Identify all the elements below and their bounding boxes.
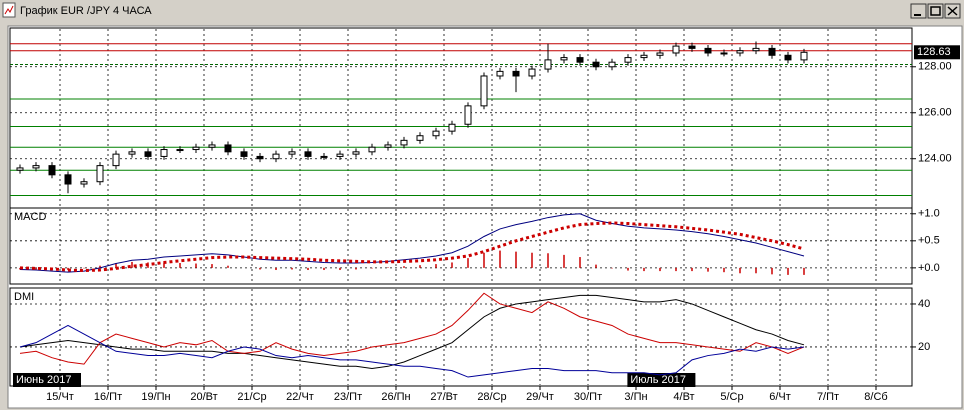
plot: 124.00 126.00 128.00 +0.0 +0.5 +1.0 MACD 20 40 DM… (9, 27, 960, 403)
x-tick-label: 8/Сб (864, 391, 887, 403)
series-line (19, 294, 805, 369)
x-tick-label: 27/Вт (430, 391, 457, 403)
series-line (19, 221, 805, 273)
candle-body (96, 165, 104, 183)
candle-body (736, 50, 744, 54)
candle-body (160, 149, 168, 157)
series-line (19, 292, 805, 365)
candle-body (144, 151, 152, 157)
candle-body (320, 155, 328, 158)
candle-body (416, 135, 424, 141)
x-tick-label: 21/Ср (237, 391, 266, 403)
candle-body (304, 151, 312, 157)
candle-body (48, 165, 56, 176)
x-tick-label: 29/Чт (526, 391, 554, 403)
panel-frame (9, 207, 913, 285)
candle-body (336, 153, 344, 157)
candle-body (720, 52, 728, 55)
candle-body (32, 165, 40, 169)
candle-body (352, 151, 360, 155)
candle-body (784, 54, 792, 61)
window-title: График EUR /JPY 4 ЧАСА (20, 5, 152, 17)
candle-body (640, 54, 648, 59)
candle-body (112, 153, 120, 167)
y-tick-label: +1.0 (918, 208, 940, 220)
y-tick-label: +0.0 (918, 262, 940, 274)
candle-body (64, 174, 72, 185)
y-tick-label: 128.00 (918, 61, 952, 73)
candle-body (224, 144, 232, 153)
candle-body (672, 45, 680, 54)
candle-body (208, 144, 216, 148)
candle-body (288, 151, 296, 155)
candle-body (512, 70, 520, 77)
candle-body (16, 167, 24, 171)
x-tick-label: 6/Чт (769, 391, 791, 403)
x-tick-label: 7/Пт (817, 391, 839, 403)
x-tick-label: 26/Пн (381, 391, 410, 403)
month-label: Июнь 2017 (16, 374, 72, 386)
month-box (627, 373, 696, 387)
y-tick-label: 20 (918, 341, 930, 353)
candle-body (496, 70, 504, 77)
panel-label: DMI (14, 291, 34, 303)
candle-body (128, 151, 136, 155)
candle-body (608, 61, 616, 68)
month-box (13, 373, 81, 387)
y-tick-label: 126.00 (918, 107, 952, 119)
x-tick-label: 22/Чт (286, 391, 314, 403)
candle-body (192, 146, 200, 151)
candle-body (272, 153, 280, 160)
candle-body (368, 146, 376, 153)
candle-body (688, 45, 696, 49)
y-tick-label: 40 (918, 298, 930, 310)
candle-body (384, 144, 392, 148)
x-tick-label: 15/Чт (46, 391, 74, 403)
candle-body (464, 105, 472, 125)
x-tick-label: 28/Ср (477, 391, 506, 403)
candle-body (592, 61, 600, 68)
candle-body (80, 181, 88, 185)
y-tick-label: 124.00 (918, 153, 952, 165)
series-line (19, 213, 805, 273)
candle-body (176, 149, 184, 152)
candle-body (800, 51, 808, 61)
x-tick-label: 4/Вт (673, 391, 694, 403)
month-label: Июль 2017 (630, 374, 686, 386)
x-tick-label: 5/Ср (720, 391, 743, 403)
window-buttons[interactable] (910, 3, 961, 19)
candle-body (768, 47, 776, 56)
candle-body (448, 123, 456, 132)
x-tick-label: 19/Пн (141, 391, 170, 403)
x-tick-label: 20/Вт (190, 391, 217, 403)
candle-body (752, 47, 760, 52)
x-tick-label: 30/Пт (574, 391, 602, 403)
y-tick-label: +0.5 (918, 235, 940, 247)
series-line (19, 324, 805, 378)
panel-label: MACD (14, 211, 46, 223)
panel-frame (9, 287, 913, 387)
candle-body (480, 75, 488, 107)
candle-body (624, 57, 632, 63)
candle-body (432, 130, 440, 137)
last-price-label: 128.63 (917, 46, 951, 58)
last-price-box (914, 45, 960, 60)
candle-body (576, 57, 584, 63)
candle-body (656, 52, 664, 56)
maximize-glyph (930, 6, 941, 16)
candle-body (544, 59, 552, 70)
candle-body (560, 57, 568, 61)
x-tick-label: 23/Пт (334, 391, 362, 403)
close-glyph (947, 6, 958, 16)
window-icon-glyph (4, 5, 14, 15)
candle-body (528, 68, 536, 77)
candle-body (256, 155, 264, 160)
candle-body (704, 47, 712, 54)
x-tick-label: 16/Пт (94, 391, 122, 403)
candle-body (400, 139, 408, 146)
x-tick-label: 3/Пн (624, 391, 647, 403)
candle-body (240, 151, 248, 157)
